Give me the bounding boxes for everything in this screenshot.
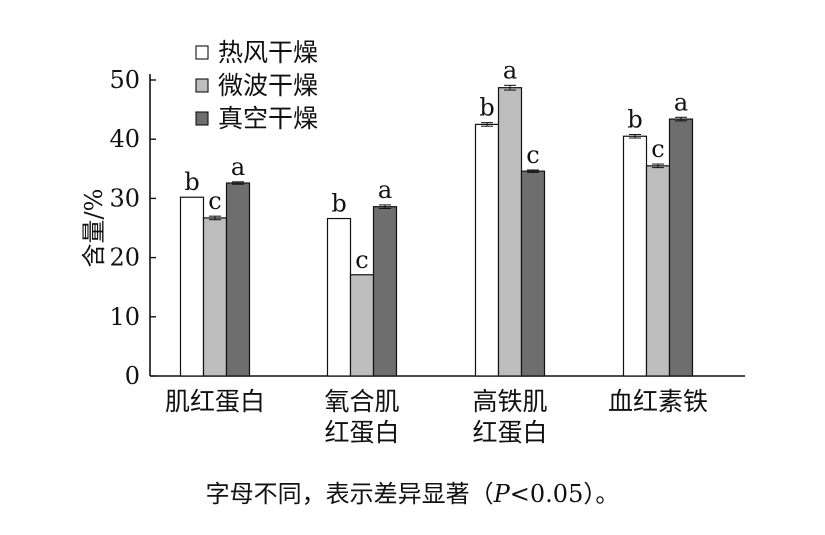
significance-letter: a xyxy=(674,88,688,116)
bar xyxy=(179,196,205,377)
legend-label: 真空干燥 xyxy=(218,104,318,133)
y-tick-label: 30 xyxy=(109,184,140,212)
x-category-label: 红蛋白 xyxy=(324,418,399,447)
x-category-label: 高铁肌 xyxy=(472,387,547,416)
significance-letter: c xyxy=(208,187,221,215)
caption-p-symbol: P xyxy=(493,480,510,508)
bar xyxy=(349,274,375,377)
legend-swatch xyxy=(195,78,209,93)
y-tick-label: 40 xyxy=(109,125,140,153)
y-axis-label: 含量/% xyxy=(80,189,108,268)
significance-letter: b xyxy=(184,168,199,196)
bar xyxy=(622,135,648,377)
significance-letter: a xyxy=(231,153,245,181)
x-category-label: 血红素铁 xyxy=(608,387,708,416)
significance-letter: c xyxy=(651,135,664,163)
bar xyxy=(372,206,398,377)
y-tick-label: 20 xyxy=(109,244,140,272)
significance-letter: c xyxy=(355,246,368,274)
bar xyxy=(645,165,671,377)
significance-letter: b xyxy=(479,94,494,122)
significance-letter: b xyxy=(331,190,346,218)
y-tick-label: 50 xyxy=(109,66,140,94)
significance-letter: a xyxy=(503,56,517,84)
bar xyxy=(474,123,500,377)
significance-letter: c xyxy=(526,141,539,169)
y-tick-label: 10 xyxy=(109,303,140,331)
legend-label: 热风干燥 xyxy=(218,38,318,67)
legend-label: 微波干燥 xyxy=(218,71,318,100)
caption-text-after: <0.05）。 xyxy=(509,480,620,508)
x-category-label: 肌红蛋白 xyxy=(165,387,265,416)
significance-letter: a xyxy=(378,176,392,204)
figure-caption: 字母不同，表示差异显著（P<0.05）。 xyxy=(0,474,825,509)
y-tick-label: 0 xyxy=(125,362,140,390)
legend-swatch xyxy=(195,45,209,60)
bar xyxy=(668,118,694,377)
x-category-label: 氧合肌 xyxy=(324,387,399,416)
bar xyxy=(497,87,523,377)
bar xyxy=(202,217,228,377)
bar xyxy=(326,217,352,377)
bar xyxy=(520,170,546,377)
bar xyxy=(225,182,251,377)
significance-letter: b xyxy=(627,105,642,133)
caption-text-before: 字母不同，表示差异显著（ xyxy=(205,480,494,508)
x-category-label: 红蛋白 xyxy=(472,418,547,447)
legend-swatch xyxy=(195,111,209,126)
